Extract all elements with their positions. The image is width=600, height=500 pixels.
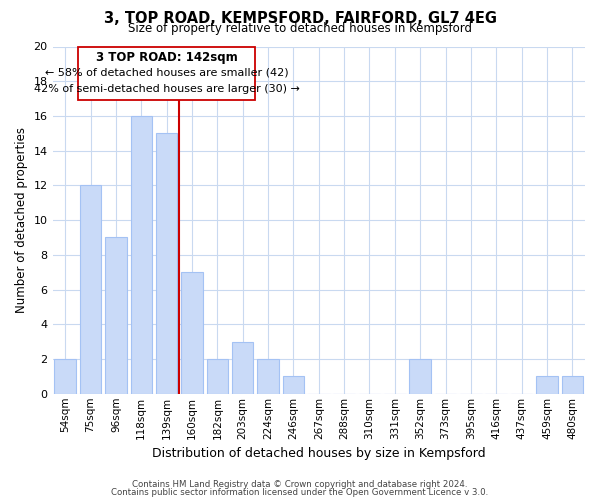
Y-axis label: Number of detached properties: Number of detached properties bbox=[15, 127, 28, 313]
Bar bbox=[181, 272, 203, 394]
Text: 3, TOP ROAD, KEMPSFORD, FAIRFORD, GL7 4EG: 3, TOP ROAD, KEMPSFORD, FAIRFORD, GL7 4E… bbox=[104, 11, 497, 26]
Bar bbox=[206, 359, 228, 394]
Bar bbox=[409, 359, 431, 394]
Bar bbox=[55, 359, 76, 394]
Text: 42% of semi-detached houses are larger (30) →: 42% of semi-detached houses are larger (… bbox=[34, 84, 299, 94]
Bar bbox=[283, 376, 304, 394]
Text: Contains HM Land Registry data © Crown copyright and database right 2024.: Contains HM Land Registry data © Crown c… bbox=[132, 480, 468, 489]
FancyBboxPatch shape bbox=[78, 46, 256, 100]
Bar bbox=[257, 359, 279, 394]
Bar bbox=[156, 134, 178, 394]
Text: ← 58% of detached houses are smaller (42): ← 58% of detached houses are smaller (42… bbox=[45, 68, 289, 78]
X-axis label: Distribution of detached houses by size in Kempsford: Distribution of detached houses by size … bbox=[152, 447, 485, 460]
Bar bbox=[562, 376, 583, 394]
Text: Size of property relative to detached houses in Kempsford: Size of property relative to detached ho… bbox=[128, 22, 472, 35]
Bar bbox=[131, 116, 152, 394]
Text: Contains public sector information licensed under the Open Government Licence v : Contains public sector information licen… bbox=[112, 488, 488, 497]
Bar bbox=[536, 376, 558, 394]
Bar bbox=[105, 238, 127, 394]
Text: 3 TOP ROAD: 142sqm: 3 TOP ROAD: 142sqm bbox=[96, 52, 238, 64]
Bar bbox=[80, 186, 101, 394]
Bar bbox=[232, 342, 253, 394]
